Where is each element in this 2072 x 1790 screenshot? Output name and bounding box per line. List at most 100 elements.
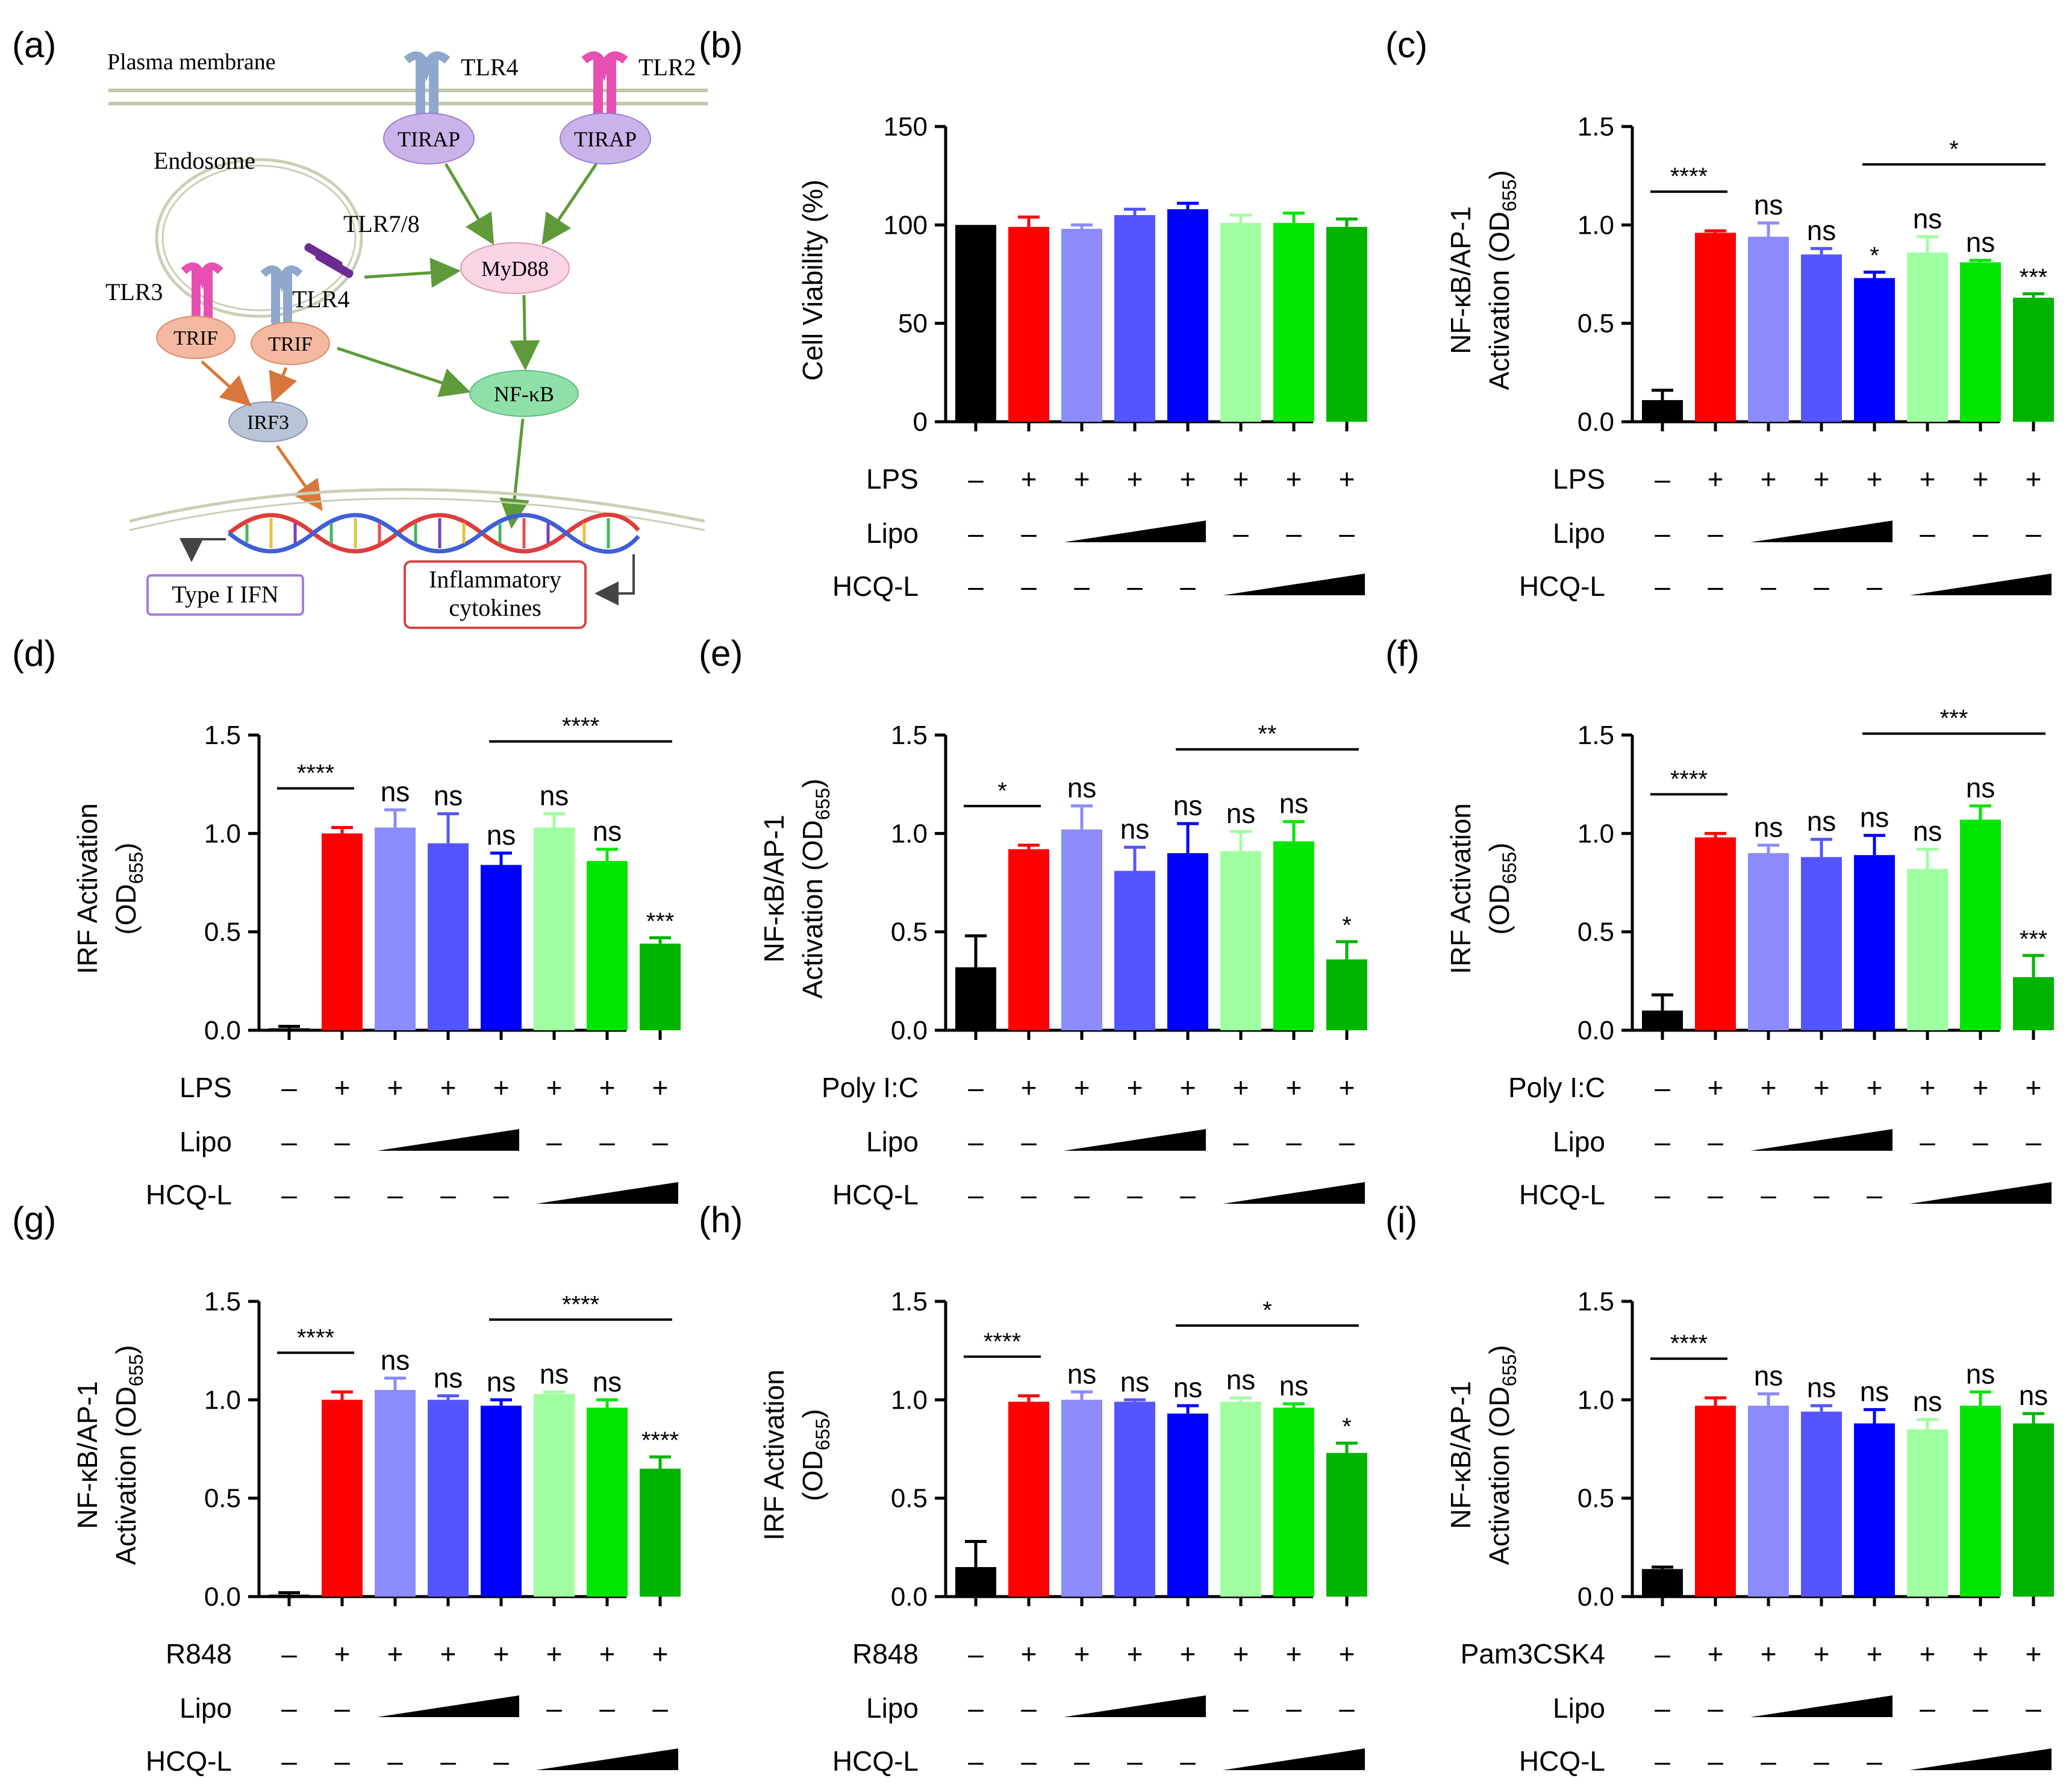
treatment-row-label: R848 xyxy=(852,1638,919,1670)
bar-5 xyxy=(1220,851,1261,1030)
treatment-mark: – xyxy=(1655,1179,1670,1210)
bar-7 xyxy=(640,1468,681,1597)
treatment-mark: – xyxy=(1761,1179,1776,1210)
trif-label-2: TRIF xyxy=(268,333,313,355)
treatment-mark: + xyxy=(652,1638,669,1670)
treatment-mark: – xyxy=(1074,571,1090,602)
bar-3 xyxy=(1114,215,1155,422)
arrow-nfkb-dna xyxy=(499,418,530,529)
significance-label: ns xyxy=(2019,1380,2049,1411)
treatment-mark: + xyxy=(1180,1072,1196,1103)
significance-label: ns xyxy=(487,819,516,851)
treatment-mark: – xyxy=(1708,1179,1723,1210)
treatment-mark: – xyxy=(1708,1745,1723,1777)
bar-4 xyxy=(481,865,522,1030)
treatment-mark: – xyxy=(546,1126,562,1157)
bar-5 xyxy=(1907,1429,1948,1597)
bracket-label: **** xyxy=(1670,766,1708,792)
bracket-label: **** xyxy=(562,713,599,740)
bar-1 xyxy=(1008,849,1049,1030)
bar-6 xyxy=(1273,223,1314,422)
bar-1 xyxy=(1695,837,1736,1030)
treatment-row-label: HCQ-L xyxy=(1519,571,1605,602)
bar-3 xyxy=(428,1400,469,1597)
treatment-mark: + xyxy=(1233,463,1249,495)
significance-label: ns xyxy=(1754,189,1783,221)
treatment-mark: + xyxy=(1021,463,1037,495)
tlr2-receptor-icon xyxy=(581,51,628,124)
treatment-mark: – xyxy=(1708,1126,1723,1157)
hcq-dose-wedge xyxy=(1909,1182,2052,1204)
bar-7 xyxy=(2013,977,2054,1030)
treatment-mark: – xyxy=(1655,1692,1670,1724)
treatment-row-label: Pam3CSK4 xyxy=(1461,1638,1605,1670)
y-tick-label: 0.5 xyxy=(1577,309,1614,339)
treatment-mark: + xyxy=(1074,463,1090,495)
treatment-mark: + xyxy=(1708,1638,1724,1670)
treatment-mark: + xyxy=(1074,1638,1090,1670)
panel-label: (h) xyxy=(699,1200,743,1240)
y-axis-label: Activation (OD655) xyxy=(110,1345,147,1565)
bar-5 xyxy=(1220,223,1261,422)
treatment-mark: – xyxy=(968,1072,984,1103)
y-tick-label: 50 xyxy=(898,309,928,339)
significance-label: *** xyxy=(2020,264,2048,291)
y-tick-label: 1.5 xyxy=(1577,721,1614,750)
y-tick-label: 1.5 xyxy=(204,1287,241,1316)
lipo-dose-wedge xyxy=(1750,1129,1893,1151)
y-tick-label: 0.0 xyxy=(1577,1582,1614,1612)
tlr3-receptor-icon xyxy=(181,262,223,322)
significance-label: ns xyxy=(1966,227,1996,258)
treatment-mark: – xyxy=(1761,1745,1776,1777)
significance-label: ns xyxy=(540,780,569,812)
treatment-mark: – xyxy=(2026,518,2041,549)
significance-label: ns xyxy=(1913,815,1942,846)
treatment-mark: + xyxy=(1233,1638,1249,1670)
treatment-mark: – xyxy=(1233,1126,1249,1157)
treatment-mark: + xyxy=(493,1072,510,1103)
y-tick-label: 1.0 xyxy=(1577,1385,1614,1415)
tlr78-label: TLR7/8 xyxy=(343,210,420,237)
significance-label: ns xyxy=(1807,1372,1836,1403)
lipo-dose-wedge xyxy=(377,1695,519,1717)
bar-7 xyxy=(1326,1453,1367,1597)
bar-1 xyxy=(322,1400,363,1597)
significance-label: ns xyxy=(1226,1364,1256,1395)
treatment-mark: – xyxy=(1973,518,1988,549)
treatment-mark: + xyxy=(1021,1638,1037,1670)
treatment-mark: + xyxy=(334,1638,351,1670)
treatment-mark: – xyxy=(1814,1745,1829,1777)
bar-1 xyxy=(1008,227,1049,422)
bar-4 xyxy=(481,1406,522,1597)
treatment-row-label: HCQ-L xyxy=(832,571,919,602)
treatment-mark: + xyxy=(599,1638,616,1670)
treatment-mark: – xyxy=(334,1692,350,1724)
myd88-node xyxy=(460,242,570,294)
significance-label: * xyxy=(1342,1413,1352,1440)
nfkb-label: NF-κB xyxy=(494,382,554,406)
treatment-mark: – xyxy=(1021,1745,1037,1777)
y-tick-label: 0.0 xyxy=(204,1582,241,1612)
treatment-mark: – xyxy=(1286,1692,1302,1724)
treatment-mark: – xyxy=(387,1179,403,1210)
bar-3 xyxy=(1801,857,1842,1030)
y-tick-label: 1.0 xyxy=(891,1385,928,1415)
treatment-mark: – xyxy=(1286,1126,1302,1157)
treatment-mark: – xyxy=(334,1179,350,1210)
treatment-mark: + xyxy=(1814,463,1830,495)
treatment-mark: – xyxy=(968,1745,984,1777)
treatment-mark: – xyxy=(1021,571,1037,602)
tirap-node-2 xyxy=(560,113,651,164)
treatment-mark: + xyxy=(1127,1072,1143,1103)
treatment-mark: + xyxy=(1286,1638,1302,1670)
treatment-mark: – xyxy=(1180,1179,1196,1210)
y-axis-label: NF-κB/AP-1 xyxy=(758,815,790,962)
y-tick-label: 0.0 xyxy=(891,1016,928,1045)
chart-panel-c: (c) 0.0 0.5 1.0 1.5 NF-κB/AP-1 Activation (OD6… xyxy=(1385,25,2054,602)
treatment-mark: – xyxy=(1655,1638,1670,1670)
significance-label: ns xyxy=(1279,1370,1309,1401)
bar-4 xyxy=(1167,1413,1208,1597)
significance-label: **** xyxy=(641,1427,679,1454)
bar-5 xyxy=(1220,1401,1261,1597)
